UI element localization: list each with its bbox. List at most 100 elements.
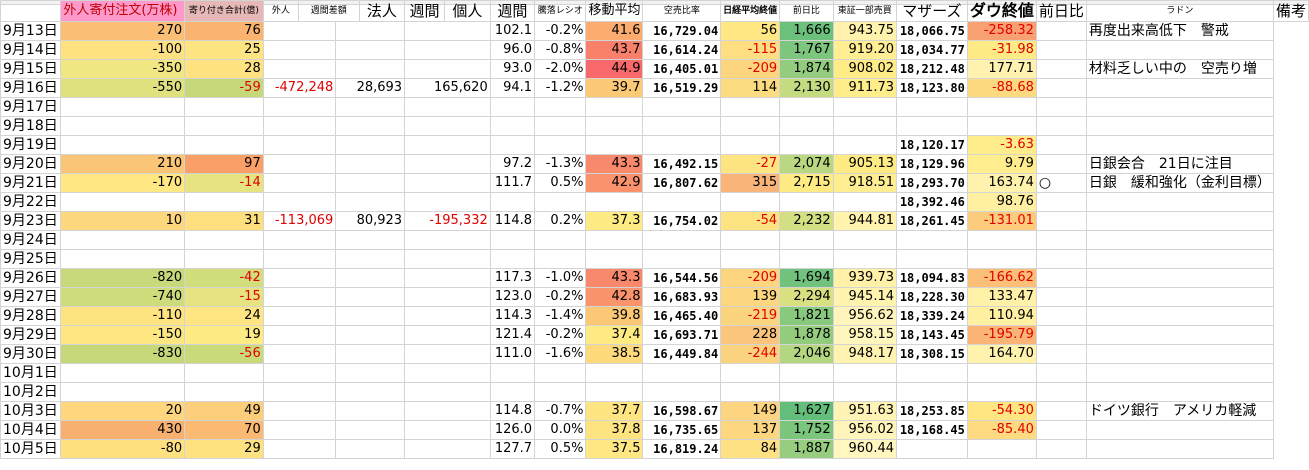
moving-avg-cell[interactable]: 0.5% [534,173,587,193]
sell-buy-diff-cell[interactable]: -56 [184,344,264,364]
short-ratio-cell[interactable] [585,382,644,402]
foreign-orders-cell[interactable]: -550 [60,78,186,98]
ladon-cell[interactable] [1035,116,1087,136]
header-weekly-total[interactable]: 週間差額 [297,0,360,22]
dow-cell[interactable] [896,363,968,383]
note-cell[interactable] [1085,192,1274,212]
foreign-orders-cell[interactable]: -80 [60,439,186,459]
corporate-cell[interactable] [335,154,406,174]
foreign-cell[interactable] [262,420,337,440]
sell-buy-diff-cell[interactable] [184,363,264,383]
corporate-cell[interactable] [335,116,406,136]
dow-cell[interactable] [896,97,968,117]
note-cell[interactable] [1085,268,1274,288]
mothers-cell[interactable] [832,135,898,155]
nikkei-cell[interactable]: 16,449.84 [642,344,722,364]
dow-cell[interactable] [896,249,968,269]
dow-cell[interactable]: 18,094.83 [896,268,968,288]
ratio-cell[interactable] [489,382,536,402]
note-cell[interactable] [1085,211,1274,231]
dow-cell[interactable]: 18,308.15 [896,344,968,364]
corporate-cell[interactable] [335,344,406,364]
ratio-cell[interactable]: 93.0 [489,59,536,79]
moving-avg-cell[interactable]: -1.3% [534,154,587,174]
ladon-cell[interactable] [1035,325,1087,345]
note-cell[interactable]: 日銀会合 21日に注目 [1085,154,1274,174]
sell-buy-diff-cell[interactable]: 49 [184,401,264,421]
short-ratio-cell[interactable] [585,192,644,212]
foreign-cell[interactable] [262,344,337,364]
tse-volume-cell[interactable] [779,230,834,250]
nikkei-cell[interactable] [642,363,722,383]
individual-cell[interactable]: 165,620 [404,78,491,98]
sell-buy-diff-cell[interactable]: -15 [184,287,264,307]
nikkei-cell[interactable] [642,382,722,402]
header-short-ratio[interactable]: 空売比率 [642,0,722,22]
header-foreign-orders[interactable]: 外人寄付注文(万株) [60,0,186,22]
short-ratio-cell[interactable]: 37.3 [585,211,644,231]
foreign-cell[interactable] [262,249,337,269]
foreign-cell[interactable] [262,192,337,212]
foreign-cell[interactable] [262,135,337,155]
corporate-cell[interactable] [335,173,406,193]
note-cell[interactable] [1085,420,1274,440]
foreign-orders-cell[interactable]: -100 [60,40,186,60]
dow-diff-cell[interactable] [966,382,1037,402]
corporate-cell[interactable] [335,21,406,41]
foreign-cell[interactable] [262,40,337,60]
ladon-cell[interactable] [1035,154,1087,174]
ladon-cell[interactable] [1035,401,1087,421]
ratio-cell[interactable] [489,230,536,250]
nikkei-cell[interactable] [642,97,722,117]
short-ratio-cell[interactable]: 42.9 [585,173,644,193]
short-ratio-cell[interactable] [585,230,644,250]
mothers-cell[interactable] [832,382,898,402]
nikkei-diff-cell[interactable] [720,97,781,117]
nikkei-diff-cell[interactable]: -209 [720,268,781,288]
moving-avg-cell[interactable]: 0.5% [534,439,587,459]
mothers-cell[interactable] [832,116,898,136]
mothers-cell[interactable]: 956.02 [832,420,898,440]
corporate-cell[interactable] [335,97,406,117]
foreign-cell[interactable] [262,97,337,117]
individual-cell[interactable] [404,116,491,136]
corporate-cell[interactable] [335,249,406,269]
header-ratio[interactable]: 騰落レシオ [534,0,587,22]
sell-buy-diff-cell[interactable]: 24 [184,306,264,326]
sell-buy-diff-cell[interactable]: -59 [184,78,264,98]
dow-cell[interactable]: 18,339.24 [896,306,968,326]
note-cell[interactable] [1085,439,1274,459]
ratio-cell[interactable] [489,363,536,383]
dow-diff-cell[interactable] [966,116,1037,136]
foreign-orders-cell[interactable] [60,249,186,269]
moving-avg-cell[interactable]: -1.4% [534,306,587,326]
tse-volume-cell[interactable]: 1,874 [779,59,834,79]
foreign-orders-cell[interactable] [60,363,186,383]
nikkei-cell[interactable] [642,135,722,155]
moving-avg-cell[interactable] [534,192,587,212]
individual-cell[interactable] [404,382,491,402]
corporate-cell[interactable] [335,439,406,459]
nikkei-diff-cell[interactable]: 56 [720,21,781,41]
moving-avg-cell[interactable] [534,116,587,136]
tse-volume-cell[interactable]: 2,715 [779,173,834,193]
tse-volume-cell[interactable] [779,192,834,212]
mothers-cell[interactable]: 945.14 [832,287,898,307]
mothers-cell[interactable]: 911.73 [832,78,898,98]
foreign-orders-cell[interactable]: 20 [60,401,186,421]
corporate-cell[interactable] [335,230,406,250]
tse-volume-cell[interactable]: 1,666 [779,21,834,41]
header-ladon[interactable]: ラドン [1085,0,1274,22]
mothers-cell[interactable]: 958.15 [832,325,898,345]
individual-cell[interactable] [404,439,491,459]
short-ratio-cell[interactable]: 37.8 [585,420,644,440]
foreign-cell[interactable] [262,59,337,79]
dow-diff-cell[interactable]: -258.32 [966,21,1037,41]
dow-cell[interactable]: 18,129.96 [896,154,968,174]
ratio-cell[interactable]: 111.7 [489,173,536,193]
corporate-cell[interactable] [335,363,406,383]
tse-volume-cell[interactable] [779,97,834,117]
note-cell[interactable] [1085,135,1274,155]
sell-buy-diff-cell[interactable]: 19 [184,325,264,345]
short-ratio-cell[interactable] [585,116,644,136]
